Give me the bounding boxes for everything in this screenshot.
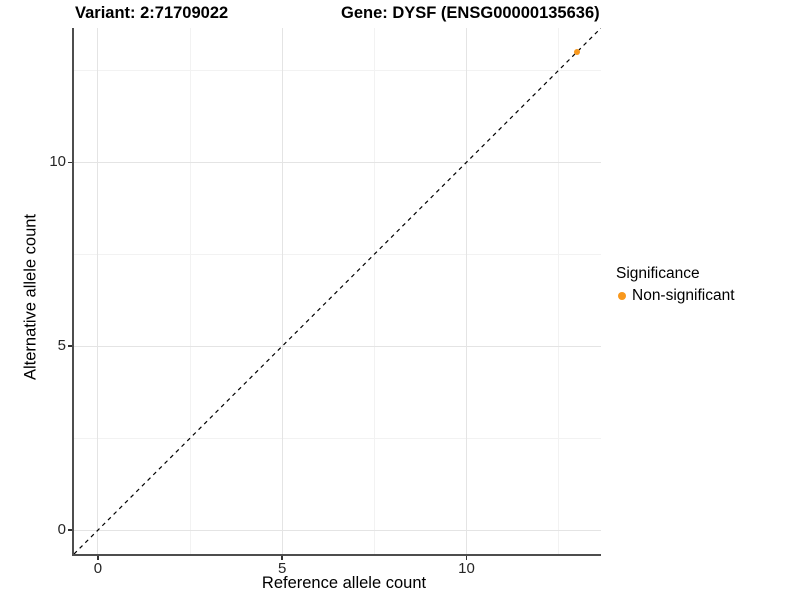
y-major-gridline — [74, 529, 601, 531]
y-tick-label: 5 — [57, 336, 66, 354]
x-tick-label: 10 — [458, 560, 475, 577]
y-major-gridline — [74, 345, 601, 347]
variant-title: Variant: 2:71709022 — [75, 4, 229, 22]
legend-point-icon — [618, 292, 626, 300]
x-major-gridline — [281, 28, 283, 554]
x-axis-title: Reference allele count — [261, 574, 427, 592]
x-tick-mark — [465, 556, 468, 560]
x-major-gridline — [97, 28, 99, 554]
y-tick-mark — [68, 345, 72, 347]
y-tick-label: 10 — [49, 152, 66, 170]
y-minor-gridline — [74, 437, 601, 439]
x-minor-gridline — [373, 28, 375, 554]
plot-panel — [72, 28, 601, 556]
y-tick-mark — [68, 161, 72, 163]
x-minor-gridline — [558, 28, 560, 554]
x-major-gridline — [465, 28, 467, 554]
x-tick-mark — [97, 556, 99, 560]
legend-entry: Non-significant — [616, 287, 735, 305]
y-minor-gridline — [74, 69, 601, 71]
x-minor-gridline — [189, 28, 191, 554]
y-axis-title: Alternative allele count — [21, 213, 40, 381]
legend-title: Significance — [616, 265, 700, 282]
y-minor-gridline — [74, 253, 601, 255]
x-tick-label: 5 — [278, 560, 287, 577]
scatter-point — [574, 48, 581, 55]
x-tick-mark — [281, 556, 283, 560]
gene-title: Gene: DYSF (ENSG00000135636) — [341, 4, 600, 22]
x-tick-label: 0 — [93, 560, 103, 577]
y-major-gridline — [74, 161, 601, 163]
legend-entries: Non-significant — [616, 287, 735, 305]
identity-line — [74, 28, 601, 554]
legend-entry-label: Non-significant — [632, 287, 735, 304]
y-tick-label: 0 — [57, 520, 66, 538]
legend: Significance Non-significant — [616, 265, 735, 305]
y-tick-mark — [68, 529, 72, 531]
